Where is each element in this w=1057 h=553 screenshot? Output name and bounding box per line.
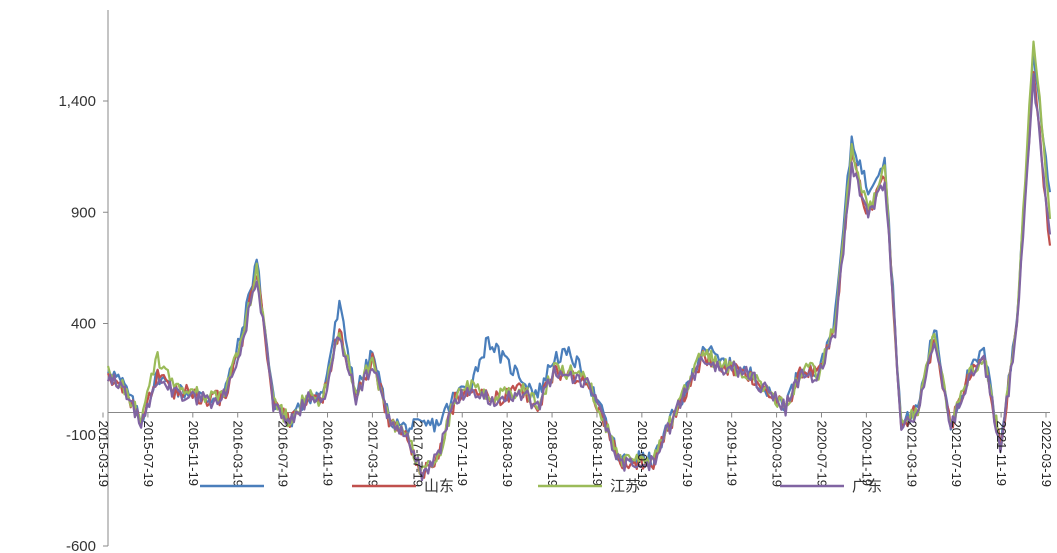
legend-label: 山东 — [424, 478, 454, 495]
x-tick-label: 2016-03-19 — [231, 421, 246, 488]
x-tick-label: 2017-11-19 — [455, 421, 470, 487]
x-tick-label: 2018-07-19 — [545, 421, 560, 488]
x-tick-label: 2017-07-19 — [410, 421, 425, 488]
y-tick-label: 900 — [71, 204, 96, 221]
y-tick-label: 1,400 — [58, 93, 96, 110]
x-tick-label: 2019-07-19 — [680, 421, 695, 488]
x-tick-label: 2016-11-19 — [321, 421, 336, 487]
y-tick-label: -600 — [66, 538, 96, 553]
x-tick-label: 2015-11-19 — [186, 421, 201, 487]
x-tick-label: 2018-03-19 — [500, 421, 515, 488]
legend-label: 江苏 — [610, 478, 640, 495]
legend-label: 广东 — [852, 478, 882, 495]
series-line — [107, 46, 1052, 470]
series-line — [106, 73, 1052, 482]
x-axis-ticks: 2015-03-19 2015-07-19 2015-11-19 2016-03-19… — [96, 412, 1054, 488]
x-tick-label: 2020-11-19 — [859, 421, 874, 487]
y-axis-ticks: -600 -100 400 900 1,400 — [58, 93, 108, 553]
x-tick-label: 2022-03-19 — [1039, 421, 1054, 488]
x-tick-label: 2020-07-19 — [814, 421, 829, 488]
x-tick-label: 2015-07-19 — [141, 421, 156, 488]
x-tick-label: 2021-11-19 — [994, 421, 1009, 487]
y-tick-label: -100 — [66, 427, 96, 444]
chart-series-lines — [106, 40, 1052, 482]
x-tick-label: 2016-07-19 — [276, 421, 291, 488]
y-tick-label: 400 — [71, 316, 96, 333]
chart-axes — [107, 10, 1050, 546]
x-tick-label: 2019-11-19 — [725, 421, 740, 487]
x-tick-label: 2021-07-19 — [949, 421, 964, 488]
x-tick-label: 2017-03-19 — [365, 421, 380, 488]
x-tick-label: 2018-11-19 — [590, 421, 605, 487]
x-tick-label: 2020-03-19 — [770, 421, 785, 488]
x-tick-label: 2019-03-19 — [635, 421, 650, 488]
series-line — [106, 40, 1052, 475]
x-tick-label: 2015-03-19 — [96, 421, 111, 488]
chart-legend: 山东 江苏 广东 — [200, 478, 882, 495]
x-tick-label: 2021-03-19 — [904, 421, 919, 488]
